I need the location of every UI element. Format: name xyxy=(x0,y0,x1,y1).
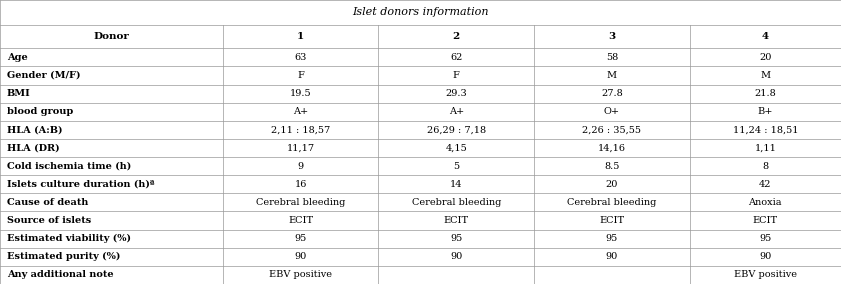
Text: 27.8: 27.8 xyxy=(601,89,622,98)
Text: EBV positive: EBV positive xyxy=(734,270,796,279)
Text: 95: 95 xyxy=(294,234,307,243)
Text: 90: 90 xyxy=(759,252,771,261)
Text: 8: 8 xyxy=(762,162,769,171)
Text: F: F xyxy=(452,71,460,80)
Text: M: M xyxy=(760,71,770,80)
Text: 14: 14 xyxy=(450,180,463,189)
Text: F: F xyxy=(297,71,304,80)
Text: A+: A+ xyxy=(293,107,309,116)
Text: Islets culture duration (h)ª: Islets culture duration (h)ª xyxy=(7,180,154,189)
Text: A+: A+ xyxy=(448,107,464,116)
Text: Cause of death: Cause of death xyxy=(7,198,88,207)
Text: 2: 2 xyxy=(452,32,460,41)
Text: Cerebral bleeding: Cerebral bleeding xyxy=(567,198,657,207)
Text: 16: 16 xyxy=(294,180,307,189)
Text: Any additional note: Any additional note xyxy=(7,270,114,279)
Text: 1: 1 xyxy=(297,32,304,41)
Text: 29.3: 29.3 xyxy=(446,89,467,98)
Text: Age: Age xyxy=(7,53,28,62)
Text: 21.8: 21.8 xyxy=(754,89,776,98)
Text: ECIT: ECIT xyxy=(444,216,468,225)
Text: Islet donors information: Islet donors information xyxy=(352,7,489,18)
Text: 14,16: 14,16 xyxy=(598,143,626,153)
Text: Source of islets: Source of islets xyxy=(7,216,91,225)
Text: 1,11: 1,11 xyxy=(754,143,776,153)
Text: 42: 42 xyxy=(759,180,771,189)
Text: 19.5: 19.5 xyxy=(290,89,311,98)
Text: 5: 5 xyxy=(453,162,459,171)
Text: 95: 95 xyxy=(606,234,618,243)
Text: Anoxia: Anoxia xyxy=(748,198,782,207)
Text: 20: 20 xyxy=(759,53,771,62)
Text: ECIT: ECIT xyxy=(288,216,313,225)
Text: blood group: blood group xyxy=(7,107,73,116)
Text: 20: 20 xyxy=(606,180,618,189)
Text: 11,17: 11,17 xyxy=(287,143,315,153)
Text: 2,26 : 35,55: 2,26 : 35,55 xyxy=(582,125,642,134)
Text: 4: 4 xyxy=(762,32,769,41)
Text: 3: 3 xyxy=(608,32,616,41)
Text: M: M xyxy=(606,71,617,80)
Text: 8.5: 8.5 xyxy=(604,162,620,171)
Text: Donor: Donor xyxy=(93,32,130,41)
Text: 90: 90 xyxy=(606,252,618,261)
Text: Estimated purity (%): Estimated purity (%) xyxy=(7,252,120,261)
Text: 4,15: 4,15 xyxy=(446,143,467,153)
Text: HLA (DR): HLA (DR) xyxy=(7,143,60,153)
Text: Cerebral bleeding: Cerebral bleeding xyxy=(411,198,501,207)
Text: Gender (M/F): Gender (M/F) xyxy=(7,71,80,80)
Text: Cerebral bleeding: Cerebral bleeding xyxy=(256,198,346,207)
Text: ECIT: ECIT xyxy=(600,216,624,225)
Text: Estimated viability (%): Estimated viability (%) xyxy=(7,234,130,243)
Text: 11,24 : 18,51: 11,24 : 18,51 xyxy=(733,125,798,134)
Text: 62: 62 xyxy=(450,53,463,62)
Text: O+: O+ xyxy=(604,107,620,116)
Text: 26,29 : 7,18: 26,29 : 7,18 xyxy=(426,125,486,134)
Text: Cold ischemia time (h): Cold ischemia time (h) xyxy=(7,162,131,171)
Text: BMI: BMI xyxy=(7,89,30,98)
Text: 95: 95 xyxy=(759,234,771,243)
Text: 90: 90 xyxy=(450,252,463,261)
Text: ECIT: ECIT xyxy=(753,216,778,225)
Text: 9: 9 xyxy=(298,162,304,171)
Text: 95: 95 xyxy=(450,234,463,243)
Text: EBV positive: EBV positive xyxy=(269,270,332,279)
Text: 2,11 : 18,57: 2,11 : 18,57 xyxy=(271,125,331,134)
Text: 63: 63 xyxy=(294,53,307,62)
Text: 90: 90 xyxy=(294,252,307,261)
Text: B+: B+ xyxy=(758,107,773,116)
Text: 58: 58 xyxy=(606,53,618,62)
Text: HLA (A:B): HLA (A:B) xyxy=(7,125,62,134)
